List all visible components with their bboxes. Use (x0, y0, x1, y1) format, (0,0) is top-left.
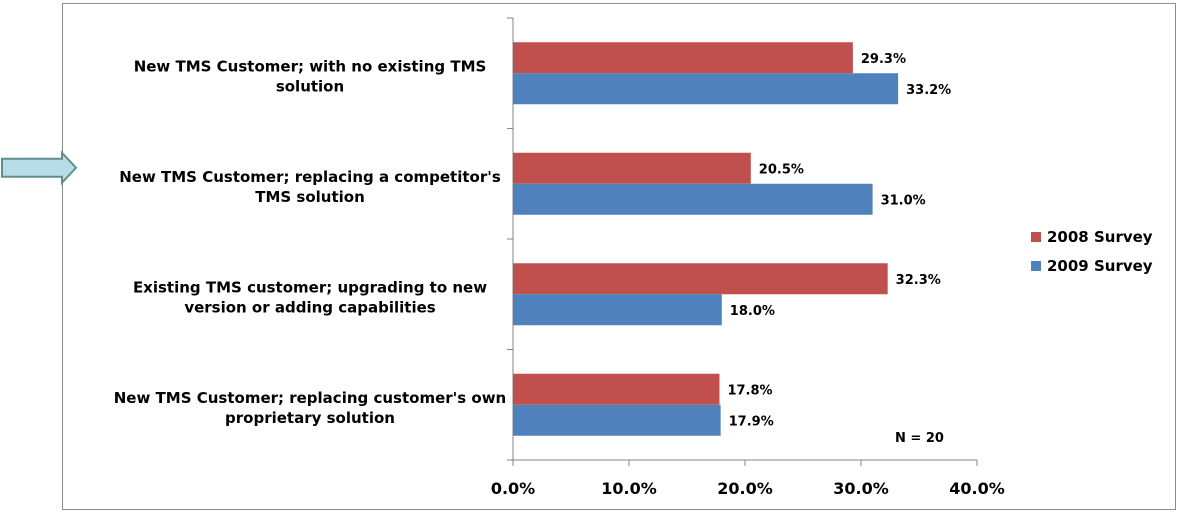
legend-swatch (1031, 261, 1041, 271)
data-label: 31.0% (881, 193, 926, 208)
legend-label: 2009 Survey (1047, 257, 1153, 275)
x-tick-label: 0.0% (491, 479, 535, 498)
category-label: New TMS Customer; with no existing TMS so… (134, 57, 487, 95)
legend-swatch (1031, 232, 1041, 242)
bar-2008-survey (513, 42, 853, 74)
category-label: New TMS Customer; replacing a competitor… (119, 168, 501, 206)
axes: 0.0% 10.0% 20.0% 30.0% 40.0% (491, 17, 1005, 498)
bar-2009-survey (513, 294, 722, 326)
bar-2008-survey (513, 263, 888, 295)
chart-frame (62, 3, 1176, 510)
sample-size-note: N = 20 (895, 431, 944, 446)
bar-2009-survey (513, 183, 873, 215)
x-tick-label: 30.0% (833, 479, 889, 498)
data-label: 20.5% (759, 162, 804, 177)
category-labels: New TMS Customer; with no existing TMS so… (114, 57, 507, 427)
bars: 29.3% 33.2% 20.5% 31.0% 32.3% 18.0% 17.8% 17.9% (513, 42, 951, 436)
legend: 2008 Survey 2009 Survey (1031, 228, 1153, 275)
data-label: 32.3% (896, 273, 941, 288)
data-label: 29.3% (861, 52, 906, 67)
highlight-arrow-icon (1, 150, 78, 186)
bar-2009-survey (513, 73, 899, 105)
category-label: New TMS Customer; replacing customer's o… (114, 389, 507, 427)
arrow-shape (1, 150, 78, 186)
data-label: 18.0% (730, 304, 775, 319)
x-tick-label: 40.0% (949, 479, 1005, 498)
data-label: 17.9% (729, 414, 774, 429)
data-label: 17.8% (727, 383, 772, 398)
bar-2008-survey (513, 373, 720, 405)
legend-label: 2008 Survey (1047, 228, 1153, 246)
bar-2008-survey (513, 152, 751, 184)
category-label: Existing TMS customer; upgrading to new v… (133, 278, 487, 316)
bar-2009-survey (513, 404, 721, 436)
x-tick-label: 20.0% (717, 479, 773, 498)
x-tick-label: 10.0% (601, 479, 657, 498)
data-label: 33.2% (906, 83, 951, 98)
